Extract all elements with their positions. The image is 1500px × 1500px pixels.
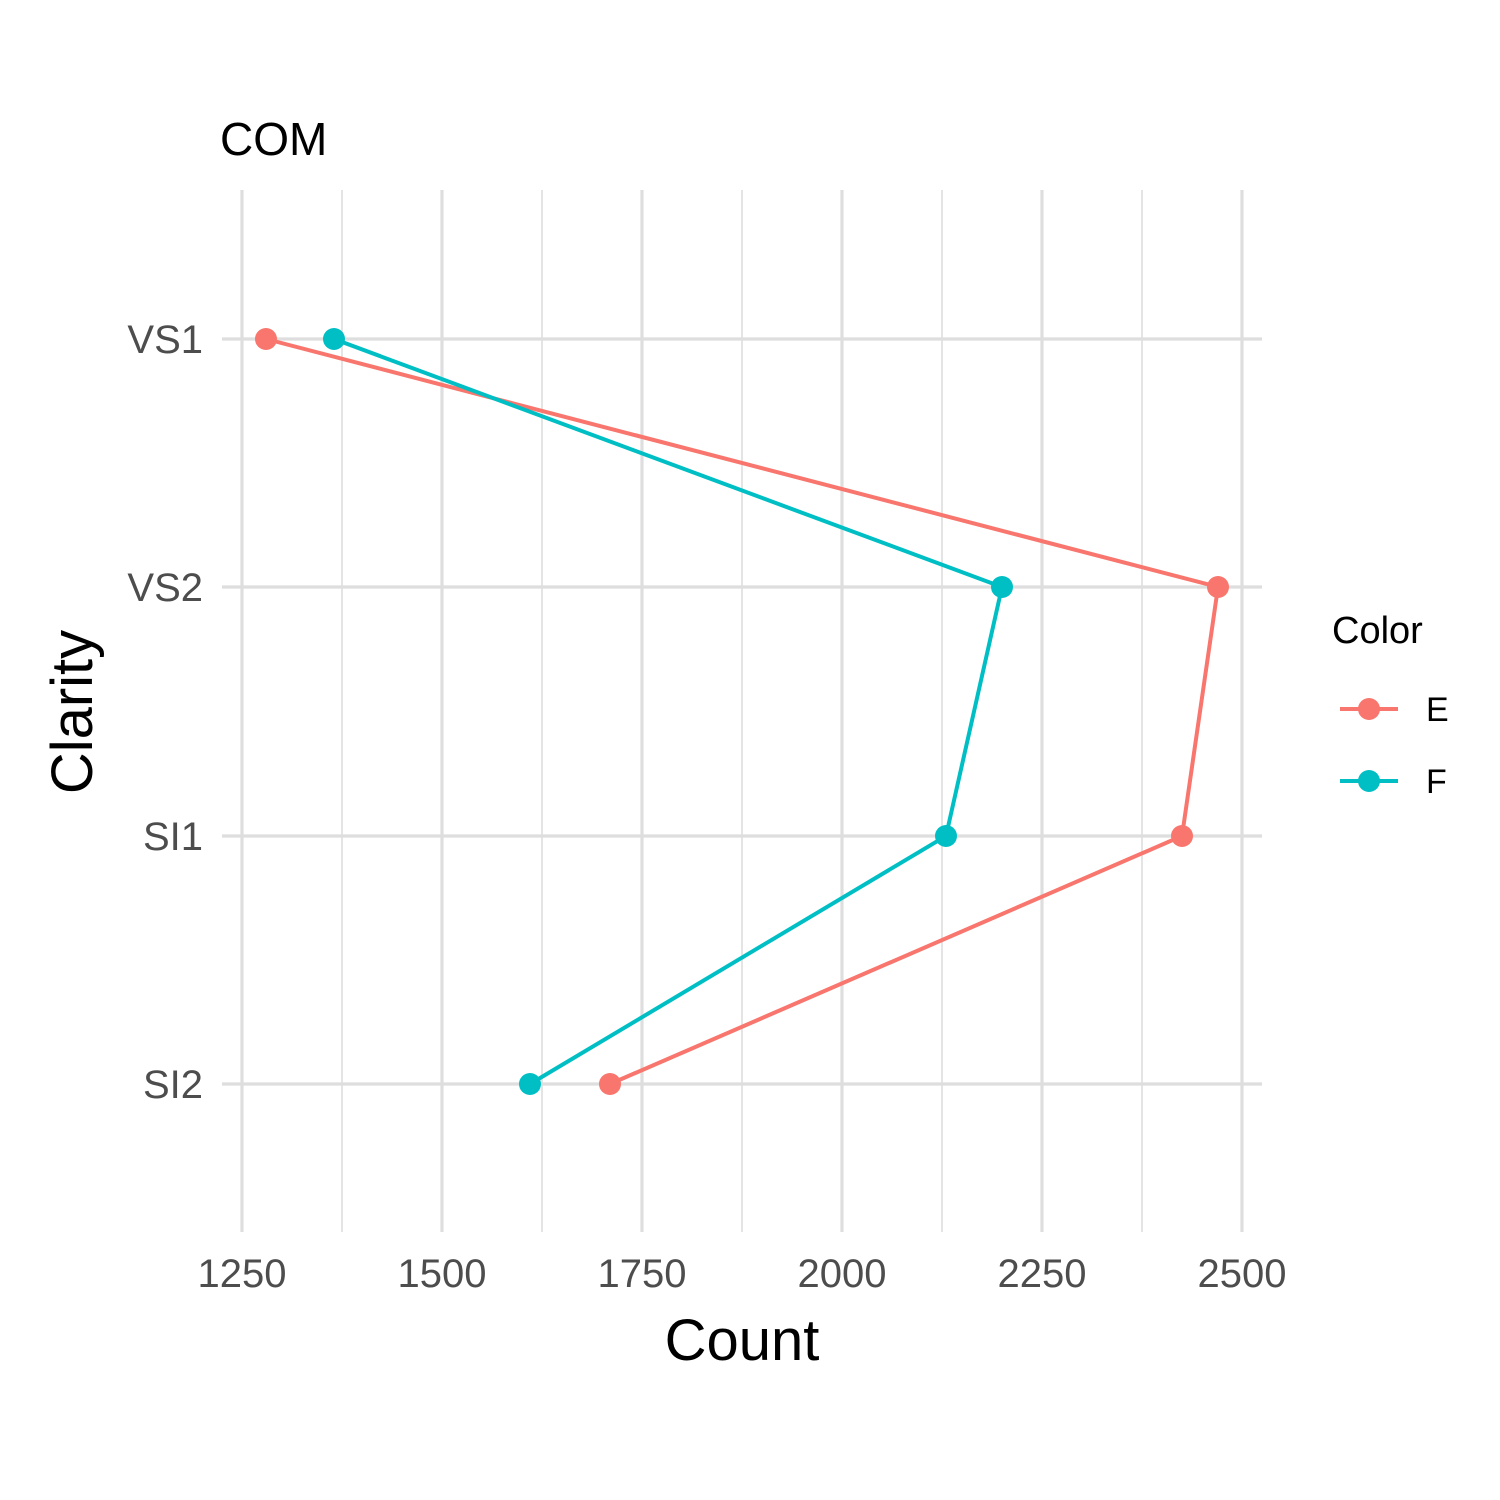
x-tick-label: 1250	[198, 1252, 287, 1296]
series-E	[255, 328, 1229, 1095]
legend-label: F	[1426, 763, 1447, 801]
data-point	[519, 1073, 541, 1095]
x-tick-label: 1500	[398, 1252, 487, 1296]
data-point	[255, 328, 277, 350]
legend-key-point	[1358, 770, 1380, 792]
y-tick-label: VS2	[127, 566, 203, 610]
legend-label: E	[1426, 691, 1449, 729]
data-point	[1171, 825, 1193, 847]
legend-title: Color	[1332, 610, 1423, 652]
chart-title: COM	[220, 113, 327, 165]
grid	[222, 190, 1262, 1232]
legend-item-E: E	[1340, 691, 1449, 729]
series-layer	[255, 328, 1229, 1095]
legend: Color EF	[1332, 610, 1449, 801]
legend-item-F: F	[1340, 763, 1447, 801]
x-tick-label: 2000	[798, 1252, 887, 1296]
x-tick-label: 2500	[1198, 1252, 1287, 1296]
y-tick-labels: VS1 VS2 SI1 SI2	[127, 318, 203, 1107]
series-line	[265, 337, 1221, 1086]
y-tick-label: SI1	[143, 815, 203, 859]
data-point	[991, 576, 1013, 598]
legend-items: EF	[1340, 691, 1449, 801]
data-point	[323, 328, 345, 350]
series-line	[333, 337, 1005, 1086]
y-tick-label: VS1	[127, 318, 203, 362]
data-point	[599, 1073, 621, 1095]
y-axis-title: Clarity	[40, 630, 105, 794]
data-point	[935, 825, 957, 847]
x-tick-label: 1750	[598, 1252, 687, 1296]
y-tick-label: SI2	[143, 1063, 203, 1107]
x-tick-label: 2250	[998, 1252, 1087, 1296]
legend-key-point	[1358, 698, 1380, 720]
series-F	[323, 328, 1013, 1095]
data-point	[1207, 576, 1229, 598]
x-tick-labels: 1250 1500 1750 2000 2250 2500	[198, 1252, 1287, 1296]
x-axis-title: Count	[665, 1308, 820, 1373]
